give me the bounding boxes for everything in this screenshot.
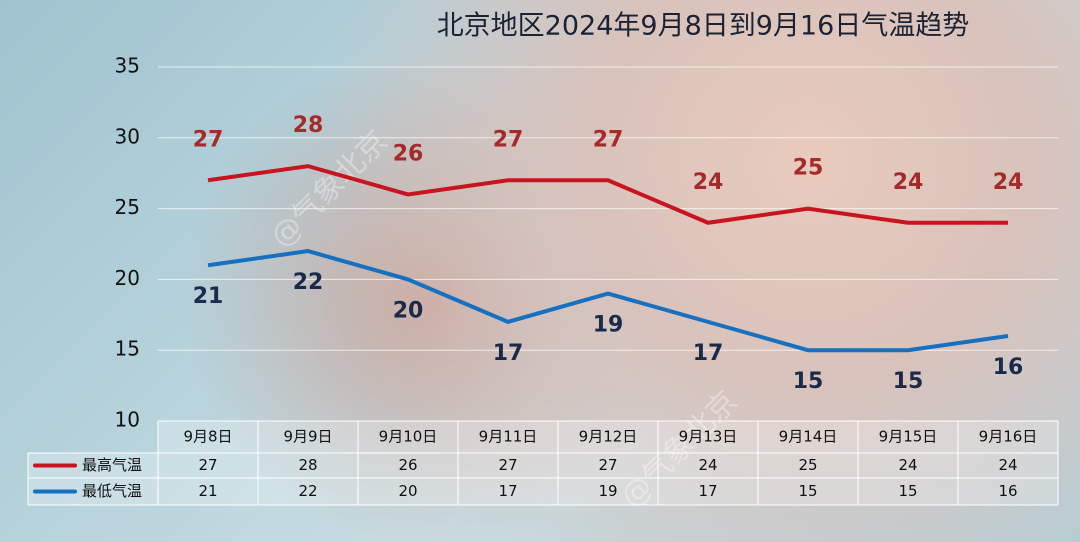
table-value: 28 [298, 456, 317, 474]
data-label: 26 [393, 141, 424, 166]
table-bg [158, 421, 1058, 505]
table-value: 15 [798, 482, 817, 500]
data-label: 15 [893, 369, 924, 394]
data-label: 25 [793, 156, 824, 181]
table-value: 26 [398, 456, 417, 474]
line [207, 164, 1008, 225]
y-tick-label: 10 [115, 408, 140, 432]
x-tick-label: 9月11日 [479, 428, 538, 446]
table-value: 15 [898, 482, 917, 500]
table-value: 25 [798, 456, 817, 474]
table-value: 24 [898, 456, 917, 474]
x-tick-label: 9月16日 [979, 428, 1038, 446]
table-value: 20 [398, 482, 417, 500]
y-tick-label: 20 [115, 266, 140, 290]
data-label: 24 [993, 170, 1024, 195]
data-label: 20 [393, 298, 424, 323]
data-label: 24 [893, 170, 924, 195]
y-tick-label: 15 [115, 337, 140, 361]
x-tick-label: 9月8日 [183, 428, 232, 446]
x-tick-label: 9月14日 [779, 428, 838, 446]
data-label: 27 [593, 127, 624, 152]
legend-label: 最高气温 [82, 456, 142, 474]
y-tick-label: 35 [115, 54, 140, 78]
data-label: 28 [293, 113, 324, 138]
x-tick-label: 9月13日 [679, 428, 738, 446]
data-label: 24 [693, 170, 724, 195]
x-tick-label: 9月10日 [379, 428, 438, 446]
table-bg [28, 453, 158, 505]
table-value: 24 [998, 456, 1017, 474]
data-label: 17 [693, 341, 724, 366]
data-label: 22 [293, 270, 324, 295]
data-label: 17 [493, 341, 524, 366]
data-label: 27 [493, 127, 524, 152]
watermark: @气象北京 [264, 124, 395, 255]
table-value: 27 [498, 456, 517, 474]
x-tick-label: 9月12日 [579, 428, 638, 446]
table-value: 19 [598, 482, 617, 500]
line [207, 249, 1009, 353]
table-value: 17 [498, 482, 517, 500]
table-value: 27 [198, 456, 217, 474]
chart-title: 北京地区2024年9月8日到9月16日气温趋势 [437, 11, 970, 42]
table-value: 22 [298, 482, 317, 500]
table-value: 17 [698, 482, 717, 500]
data-label: 27 [193, 127, 224, 152]
data-label: 16 [993, 355, 1024, 380]
y-tick-label: 25 [115, 195, 140, 219]
table-value: 16 [998, 482, 1017, 500]
x-tick-label: 9月15日 [879, 428, 938, 446]
legend-label: 最低气温 [82, 482, 142, 500]
table-value: 24 [698, 456, 717, 474]
data-label: 15 [793, 369, 824, 394]
y-tick-label: 30 [115, 124, 140, 148]
x-tick-label: 9月9日 [283, 428, 332, 446]
table-value: 21 [198, 482, 217, 500]
data-label: 21 [193, 284, 224, 309]
data-label: 19 [593, 313, 624, 338]
table-value: 27 [598, 456, 617, 474]
